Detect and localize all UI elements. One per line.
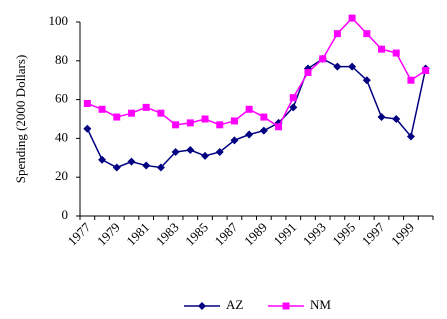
- x-tick-label: 1989: [241, 220, 270, 249]
- data-point: [363, 30, 371, 38]
- x-tick-label: 1985: [182, 220, 211, 249]
- data-point: [377, 113, 386, 122]
- data-point: [171, 147, 180, 156]
- y-tick-label: 100: [49, 13, 69, 28]
- data-point: [230, 136, 239, 145]
- data-point: [422, 67, 430, 74]
- data-point: [245, 105, 253, 113]
- data-point: [392, 49, 400, 57]
- data-point: [259, 126, 268, 135]
- data-point: [333, 62, 342, 71]
- data-point: [98, 155, 107, 164]
- data-point: [215, 147, 224, 156]
- data-point: [186, 119, 194, 127]
- x-tick-label: 1995: [329, 220, 358, 249]
- data-point: [172, 121, 180, 129]
- data-point: [112, 163, 121, 172]
- data-point: [289, 94, 297, 102]
- data-point: [83, 99, 91, 107]
- data-point: [245, 130, 254, 139]
- legend-marker: [282, 302, 290, 310]
- x-tick-label: 1981: [123, 220, 152, 249]
- data-point: [348, 14, 356, 22]
- y-tick-label: 0: [62, 207, 69, 222]
- data-point: [201, 151, 210, 160]
- data-point: [142, 103, 150, 111]
- data-point: [406, 132, 415, 141]
- data-point: [378, 45, 386, 53]
- data-point: [157, 109, 165, 117]
- data-point: [127, 157, 136, 166]
- data-point: [392, 115, 401, 123]
- series-line: [87, 17, 427, 128]
- x-tick-label: 1993: [300, 220, 329, 249]
- x-tick-label: 1997: [359, 219, 388, 248]
- data-point: [289, 103, 298, 112]
- data-point: [216, 121, 224, 129]
- data-point: [186, 146, 195, 155]
- y-tick-label: 80: [55, 52, 68, 67]
- data-point: [201, 115, 209, 123]
- data-point: [142, 161, 151, 170]
- x-tick-label: 1979: [94, 220, 123, 249]
- legend-label: AZ: [226, 297, 243, 312]
- data-point: [113, 113, 121, 121]
- legend-label: NM: [310, 297, 331, 312]
- y-axis-label: Spending (2000 Dollars): [13, 55, 28, 184]
- x-tick-label: 1977: [64, 219, 93, 248]
- data-point: [275, 123, 283, 131]
- data-point: [348, 62, 357, 71]
- data-point: [260, 113, 268, 121]
- x-tick-label: 1987: [212, 219, 241, 248]
- data-point: [230, 117, 238, 125]
- data-point: [362, 76, 371, 85]
- data-point: [333, 30, 341, 38]
- legend-marker: [198, 302, 206, 310]
- y-tick-label: 40: [55, 129, 68, 144]
- data-point: [319, 55, 327, 63]
- x-tick-label: 1991: [270, 220, 299, 249]
- x-tick-label: 1983: [153, 220, 182, 249]
- y-tick-label: 20: [55, 168, 68, 183]
- y-tick-label: 60: [55, 91, 68, 106]
- data-point: [304, 68, 312, 76]
- data-point: [407, 76, 415, 84]
- data-point: [156, 163, 165, 172]
- data-point: [98, 105, 106, 113]
- data-point: [127, 109, 135, 117]
- x-tick-label: 1999: [388, 220, 417, 249]
- data-point: [83, 124, 92, 133]
